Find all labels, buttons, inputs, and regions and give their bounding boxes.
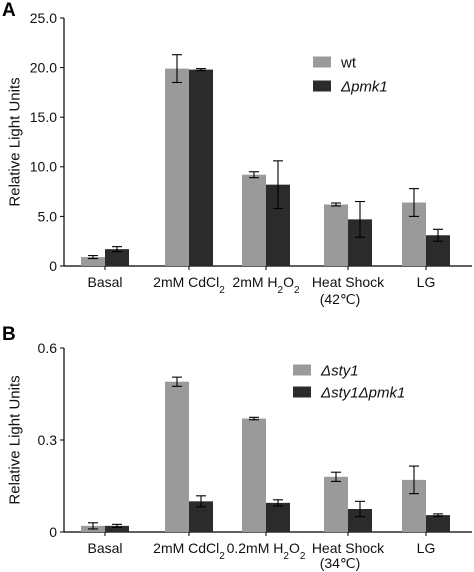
y-axis-label: Relative Light Units (6, 77, 23, 206)
category-label-text: LG (417, 540, 436, 556)
y-tick-label: 0.6 (38, 340, 58, 356)
bar (105, 525, 129, 532)
category-label-line2: (34℃) (320, 555, 361, 571)
bar (189, 69, 213, 266)
category-label: 2mM CdCl2 (153, 540, 225, 562)
bar (266, 502, 290, 532)
panel-b-chart: B Relative Light Units 0 0.3 0.6 Basal 2mM CdC… (2, 324, 472, 571)
category-label-text: Heat Shock (312, 274, 385, 290)
category-label: 0.2mM H2O2 (227, 540, 306, 562)
legend-swatch (313, 80, 331, 92)
y-tick-label: 20.0 (30, 60, 57, 76)
panel-letter: A (2, 0, 16, 21)
category-label-text: 0.2mM H (227, 540, 284, 556)
category-label: Heat Shock (312, 540, 385, 556)
bar (324, 204, 348, 266)
legend-swatch (293, 364, 311, 376)
y-tick-label: 0 (49, 258, 57, 274)
category-label-text: O (289, 540, 300, 556)
y-tick-label: 25.0 (30, 10, 57, 26)
bar (105, 249, 129, 266)
category-label-subscript: 2 (283, 551, 289, 562)
category-label-text: 2mM H (232, 274, 277, 290)
category-label: LG (417, 540, 436, 556)
category-label: 2mM CdCl2 (153, 274, 225, 296)
y-tick-label: 0.3 (38, 432, 58, 448)
bar (165, 68, 189, 266)
category-label-text: 2mM CdCl (153, 540, 219, 556)
bar (348, 509, 372, 532)
legend-label: wt (340, 54, 357, 71)
category-label-text: LG (417, 274, 436, 290)
category-label-subscript: 2 (219, 551, 225, 562)
category-label-subscript: 2 (300, 551, 306, 562)
legend-swatch (313, 56, 331, 68)
y-tick-label: 0 (49, 524, 57, 540)
bar (81, 257, 105, 266)
panel-a-chart: A Relative Light Units 0 5.0 10.0 15.0 20.0 25.… (2, 0, 472, 307)
category-label-text: O (283, 274, 294, 290)
category-label: Basal (87, 540, 122, 556)
bar (324, 476, 348, 532)
bar (165, 381, 189, 532)
bar (426, 515, 450, 532)
category-label-subscript: 2 (294, 285, 300, 296)
category-label-subscript: 2 (278, 285, 284, 296)
category-label: LG (417, 274, 436, 290)
panel-letter: B (2, 324, 16, 345)
y-axis-label: Relative Light Units (6, 375, 23, 504)
legend-label: Δsty1 (320, 362, 359, 379)
legend-swatch (293, 386, 311, 398)
y-tick-label: 5.0 (38, 208, 58, 224)
category-label-text: Heat Shock (312, 540, 385, 556)
bar (242, 418, 266, 532)
category-label-text: 2mM CdCl (153, 274, 219, 290)
category-label-subscript: 2 (219, 285, 225, 296)
legend-label: Δsty1Δpmk1 (320, 384, 405, 401)
category-label: Heat Shock (312, 274, 385, 290)
category-label-line2: (42℃) (320, 291, 361, 307)
category-label: Basal (87, 274, 122, 290)
y-tick-label: 10.0 (30, 159, 57, 175)
category-label-text: Basal (87, 274, 122, 290)
category-label: 2mM H2O2 (232, 274, 300, 296)
category-label-text: Basal (87, 540, 122, 556)
legend-label: Δpmk1 (340, 78, 388, 95)
bar (242, 174, 266, 266)
y-tick-label: 15.0 (30, 109, 57, 125)
